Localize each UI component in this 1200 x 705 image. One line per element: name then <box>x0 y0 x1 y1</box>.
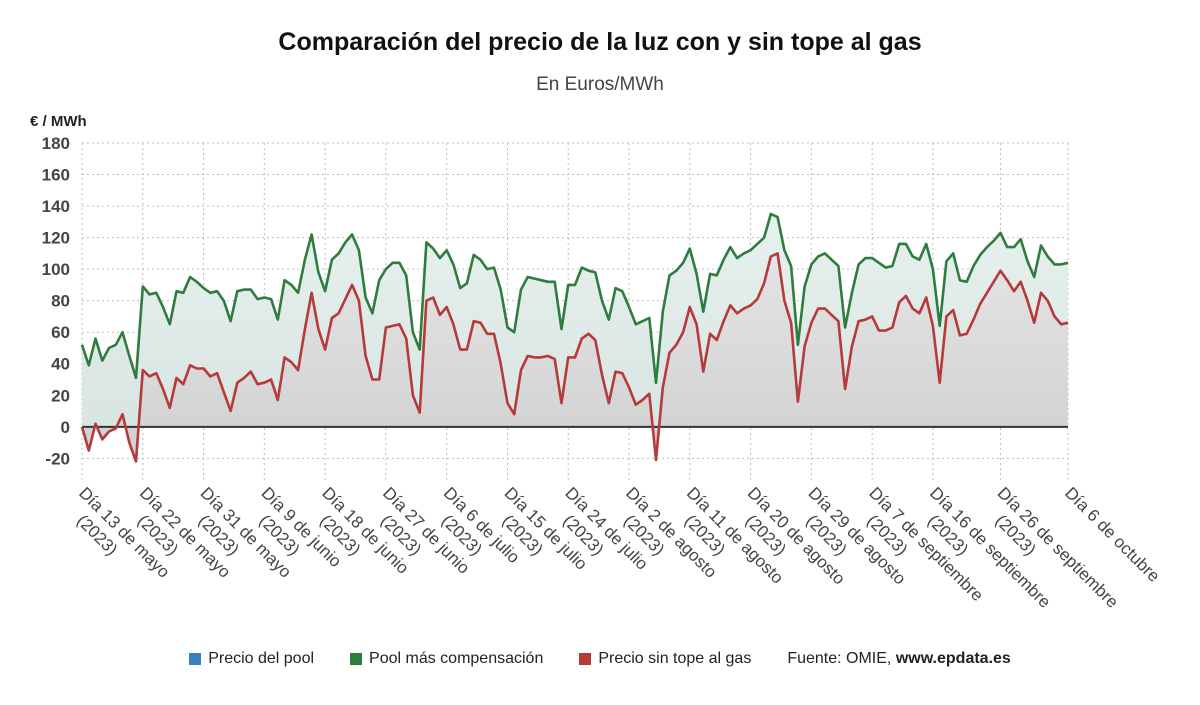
chart-title: Comparación del precio de la luz con y s… <box>278 28 922 56</box>
y-tick-label: 120 <box>42 229 70 248</box>
y-tick-label: 20 <box>51 386 70 405</box>
y-axis-ticks: -20 0 20 40 60 80 100 120 140 160 180 <box>42 134 70 468</box>
y-tick-label: -20 <box>45 449 70 468</box>
line-chart: -20 0 20 40 60 80 100 120 140 160 180 Día 13 de ma… <box>42 134 1164 612</box>
legend-swatch-pool-compensacion <box>350 653 363 665</box>
legend-item-pool-compensacion[interactable]: Pool más compensación <box>350 650 543 668</box>
chart-subtitle: En Euros/MWh <box>536 74 664 95</box>
series-areas <box>82 214 1068 462</box>
source-note: Fuente: OMIE, www.epdata.es <box>787 650 1010 668</box>
legend-swatch-sin-tope <box>579 653 592 665</box>
legend-label-pool-compensacion: Pool más compensación <box>369 650 544 667</box>
y-tick-label: 140 <box>42 197 70 216</box>
series-lines <box>80 212 1069 463</box>
series-line-precio-sin-tope <box>80 252 1069 463</box>
legend-item-sin-tope[interactable]: Precio sin tope al gas <box>579 650 751 668</box>
y-tick-label: 100 <box>42 260 70 279</box>
y-axis-unit-label: € / MWh <box>30 113 87 130</box>
y-tick-label: 160 <box>42 166 70 185</box>
y-tick-label: 60 <box>51 323 70 342</box>
legend-label-sin-tope: Precio sin tope al gas <box>598 650 752 667</box>
legend-label-pool: Precio del pool <box>208 650 315 667</box>
legend-swatch-pool <box>189 653 202 665</box>
series-line-pool-mas-compensacion <box>80 212 1069 384</box>
y-tick-label: 0 <box>61 418 70 437</box>
source-prefix: Fuente: OMIE, <box>787 650 896 667</box>
legend-item-pool[interactable]: Precio del pool <box>189 650 314 668</box>
x-axis-ticks: Día 13 de mayo(2023) Día 22 de mayo(2023)… <box>73 483 1163 611</box>
y-tick-label: 80 <box>51 292 70 311</box>
legend: Precio del pool Pool más compensación Pr… <box>0 650 1200 668</box>
y-tick-label: 40 <box>51 355 70 374</box>
source-link[interactable]: www.epdata.es <box>895 650 1011 667</box>
y-tick-label: 180 <box>42 134 70 153</box>
